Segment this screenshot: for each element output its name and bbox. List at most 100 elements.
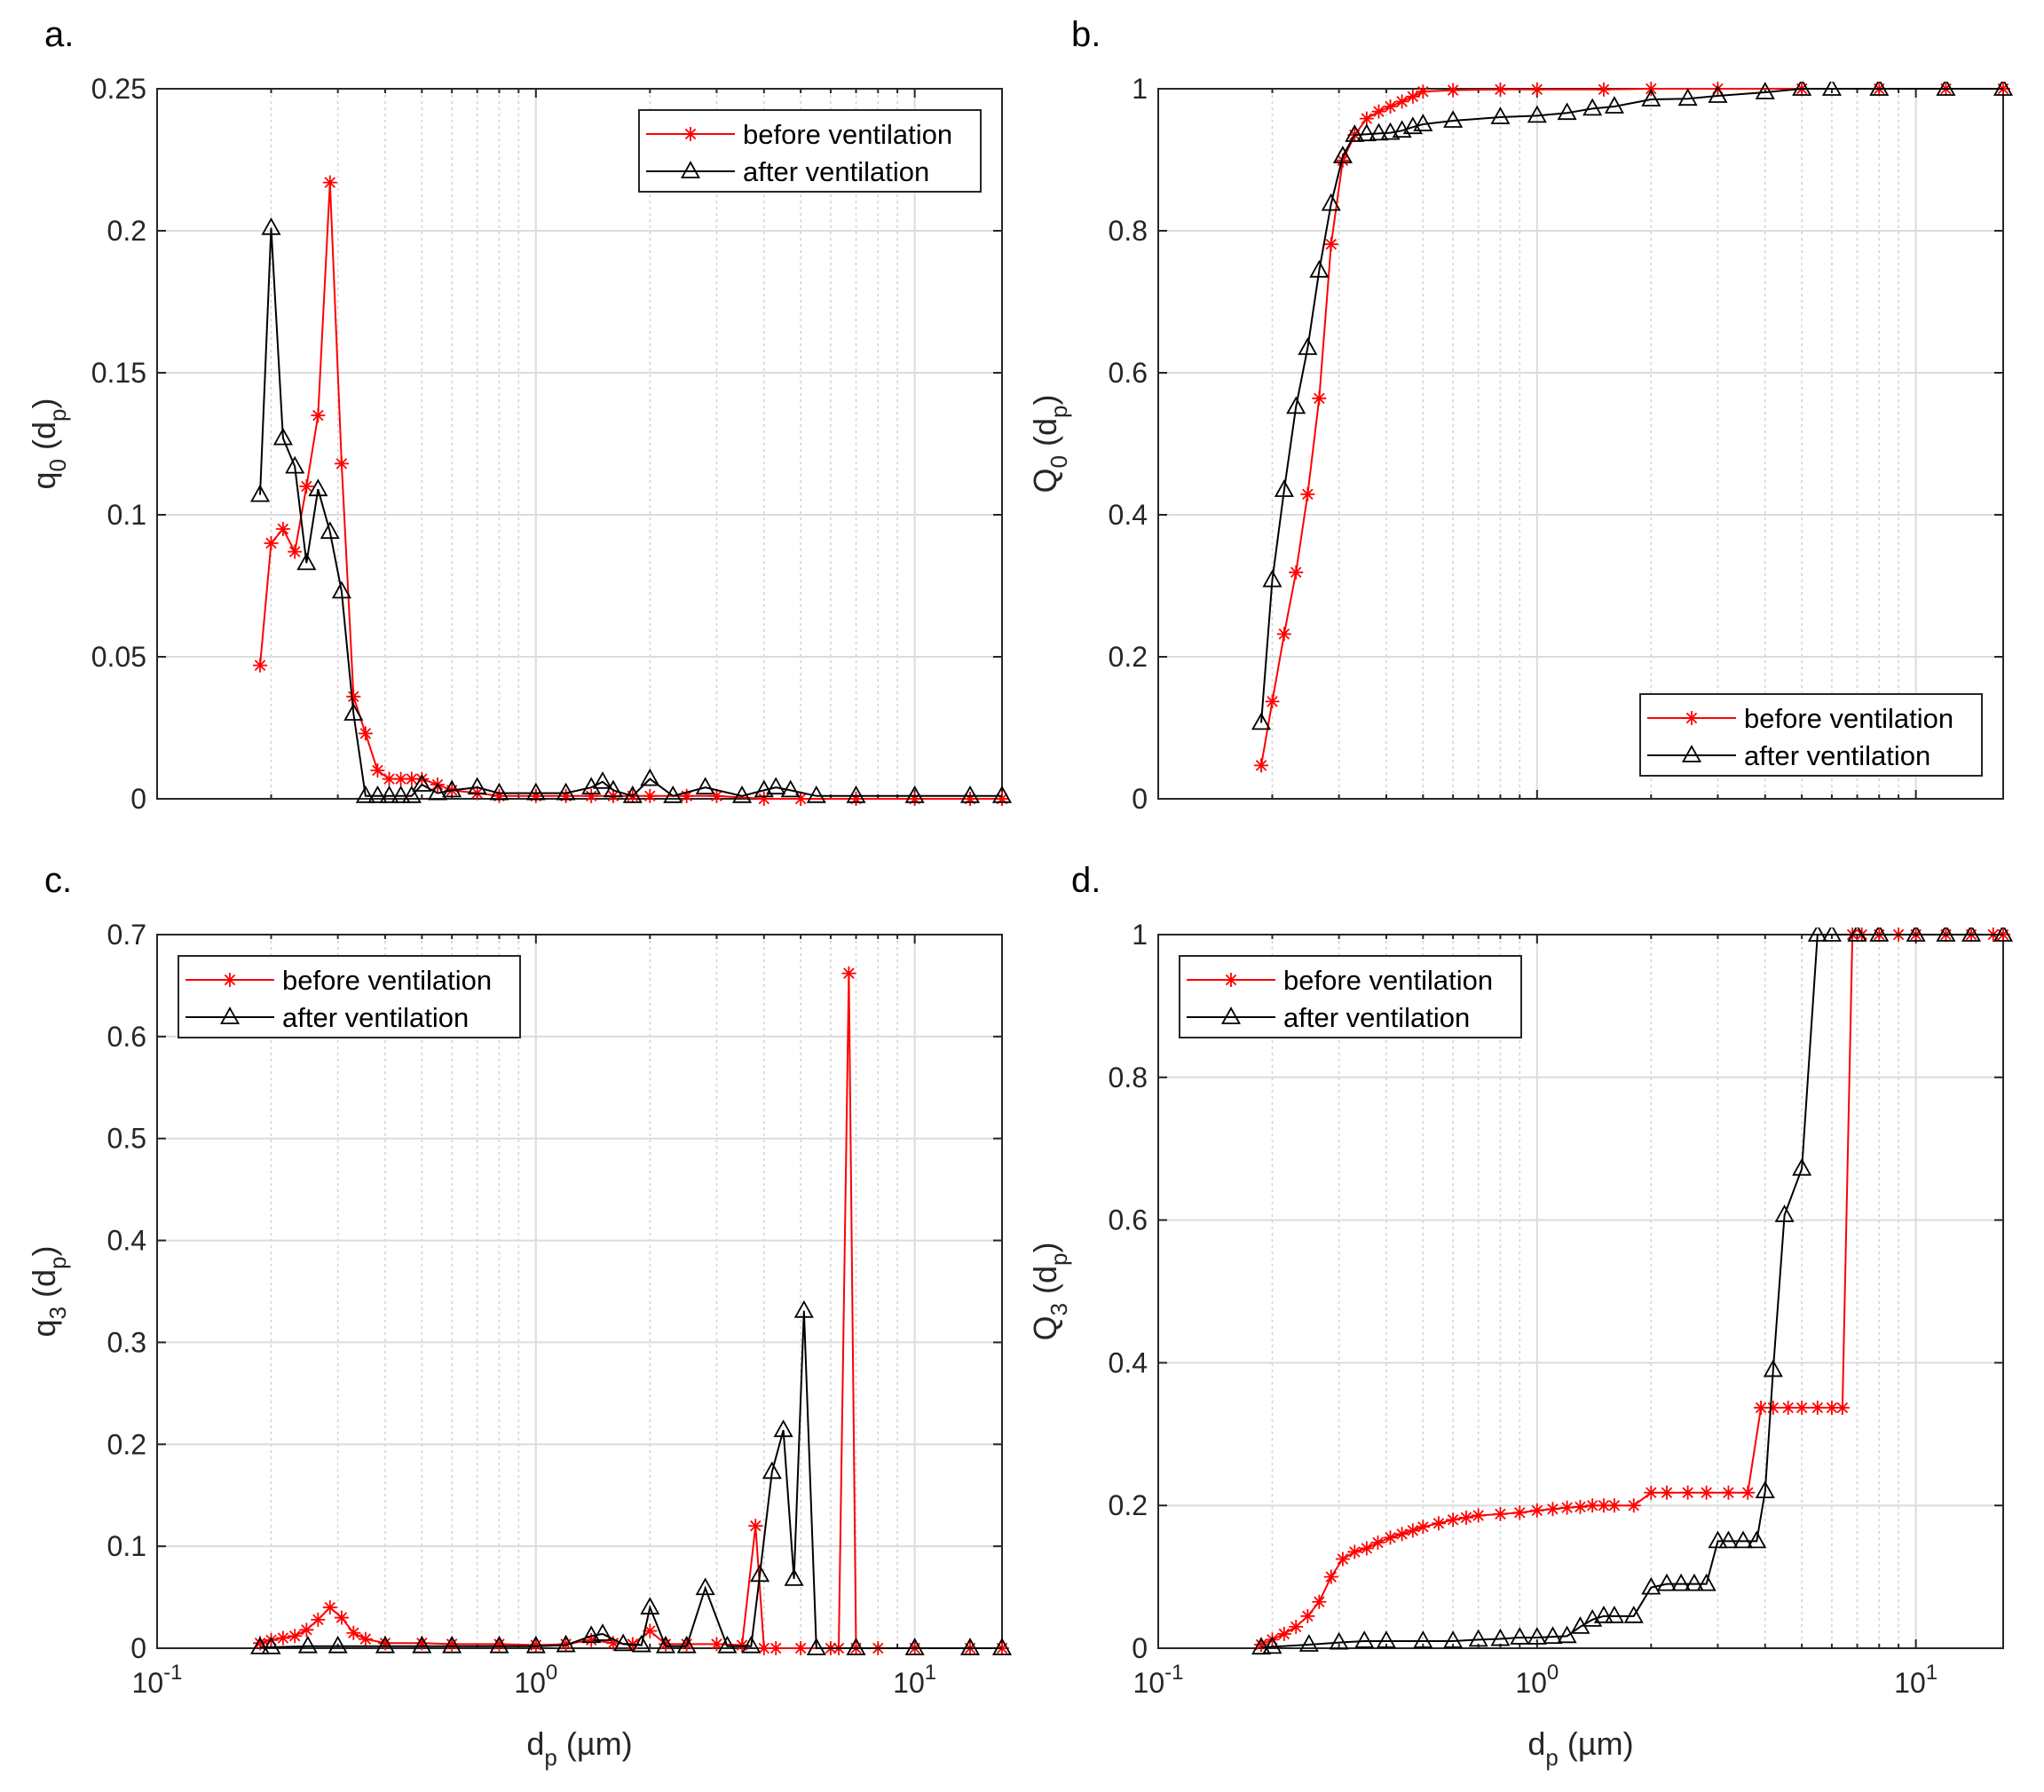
data-point: [1527, 1627, 1547, 1645]
y-tick-label: 0: [1132, 783, 1148, 815]
panel-label: b.: [1071, 15, 1101, 54]
y-tick-label: 0.1: [107, 1530, 146, 1562]
data-point: [299, 1622, 314, 1638]
data-point: [1394, 94, 1409, 109]
data-point: [1529, 82, 1544, 97]
data-point: [1274, 479, 1294, 497]
data-point: [558, 788, 573, 803]
data-point: [1369, 122, 1389, 141]
plot-area: [1251, 928, 2014, 1655]
legend-label: after ventilation: [743, 156, 929, 187]
data-point: [1332, 146, 1353, 163]
y-tick-label: 0: [1132, 1632, 1148, 1664]
data-point: [1721, 1485, 1736, 1500]
legend-marker: [1681, 745, 1702, 762]
data-point: [1493, 82, 1508, 97]
legend-label: before ventilation: [1283, 965, 1493, 996]
data-point: [1312, 1594, 1327, 1609]
data-point: [489, 782, 509, 801]
data-point: [1559, 1500, 1574, 1515]
data-point: [308, 478, 328, 497]
legend-marker: [680, 161, 701, 178]
data-point: [1644, 1485, 1659, 1500]
data-point: [622, 785, 643, 803]
legend-marker: [1224, 973, 1238, 987]
series-line: [259, 227, 1002, 797]
data-point: [695, 777, 715, 795]
data-point: [467, 777, 487, 795]
legend: before ventilation after ventilation: [638, 109, 982, 193]
y-axis-label: Q3 (dp): [1027, 1243, 1072, 1341]
grid: [1158, 935, 2003, 1648]
data-point: [1262, 1636, 1282, 1654]
data-point: [264, 1632, 279, 1647]
axes-box: [1157, 934, 2004, 1649]
y-tick-label: 1: [1132, 73, 1148, 105]
data-point: [806, 785, 826, 803]
series-line: [1260, 88, 2003, 766]
data-point: [492, 1637, 507, 1652]
data-point: [1699, 1485, 1714, 1500]
data-point: [445, 1637, 460, 1652]
data-point: [1593, 1605, 1614, 1623]
data-point: [640, 1597, 660, 1614]
data-point: [489, 1635, 509, 1654]
grid: [157, 89, 1002, 799]
data-point: [1405, 1523, 1420, 1538]
data-point: [959, 785, 981, 803]
data-point: [1747, 1530, 1767, 1549]
data-point: [1471, 1508, 1486, 1523]
data-point: [1265, 694, 1280, 709]
data-point: [1354, 1630, 1375, 1648]
legend: before ventilation after ventilation: [178, 955, 521, 1038]
data-point: [1276, 627, 1291, 642]
data-point: [346, 1625, 361, 1640]
data-point: [904, 785, 925, 803]
data-point: [404, 771, 419, 786]
data-point: [1641, 1576, 1661, 1595]
y-tick-label: 0.2: [107, 215, 146, 247]
data-point: [1582, 98, 1603, 116]
data-point: [1443, 1630, 1464, 1648]
data-point: [1370, 1535, 1385, 1551]
data-point: [995, 792, 1009, 806]
legend-marker: [219, 1007, 241, 1024]
series-line: [259, 182, 1002, 800]
data-point: [370, 763, 385, 778]
data-point: [643, 1623, 658, 1638]
data-point: [1416, 84, 1431, 99]
data-point: [1684, 1573, 1704, 1591]
data-point: [311, 408, 326, 422]
data-point: [1671, 1573, 1692, 1591]
data-point: [754, 779, 774, 798]
data-point: [1383, 99, 1398, 114]
data-point: [1309, 259, 1330, 278]
data-point: [1792, 82, 1812, 96]
data-point: [846, 1638, 866, 1655]
data-point: [355, 785, 375, 803]
data-point: [288, 544, 303, 559]
data-point: [1289, 1619, 1304, 1634]
data-point: [334, 1610, 349, 1625]
series-before-ventilation: [253, 966, 1009, 1655]
data-point: [1582, 1608, 1603, 1627]
x-tick-label: 101: [1894, 1661, 1937, 1699]
data-point: [793, 792, 809, 806]
data-point: [1906, 928, 1926, 942]
data-point: [1869, 928, 1890, 942]
x-tick-label: 101: [893, 1661, 936, 1699]
data-point: [640, 768, 660, 786]
data-point: [1262, 569, 1282, 588]
legend-label: before ventilation: [743, 119, 952, 150]
data-point: [1763, 1359, 1783, 1378]
data-point: [1936, 82, 1956, 96]
data-point: [631, 1634, 651, 1653]
axes-box: [1157, 88, 2004, 800]
data-point: [846, 785, 866, 803]
legend-label: after ventilation: [1744, 740, 1930, 771]
legend-label: before ventilation: [282, 965, 492, 996]
data-point: [525, 1635, 546, 1654]
y-tick-label: 0.15: [91, 357, 146, 389]
legend-label: before ventilation: [1744, 703, 1953, 734]
